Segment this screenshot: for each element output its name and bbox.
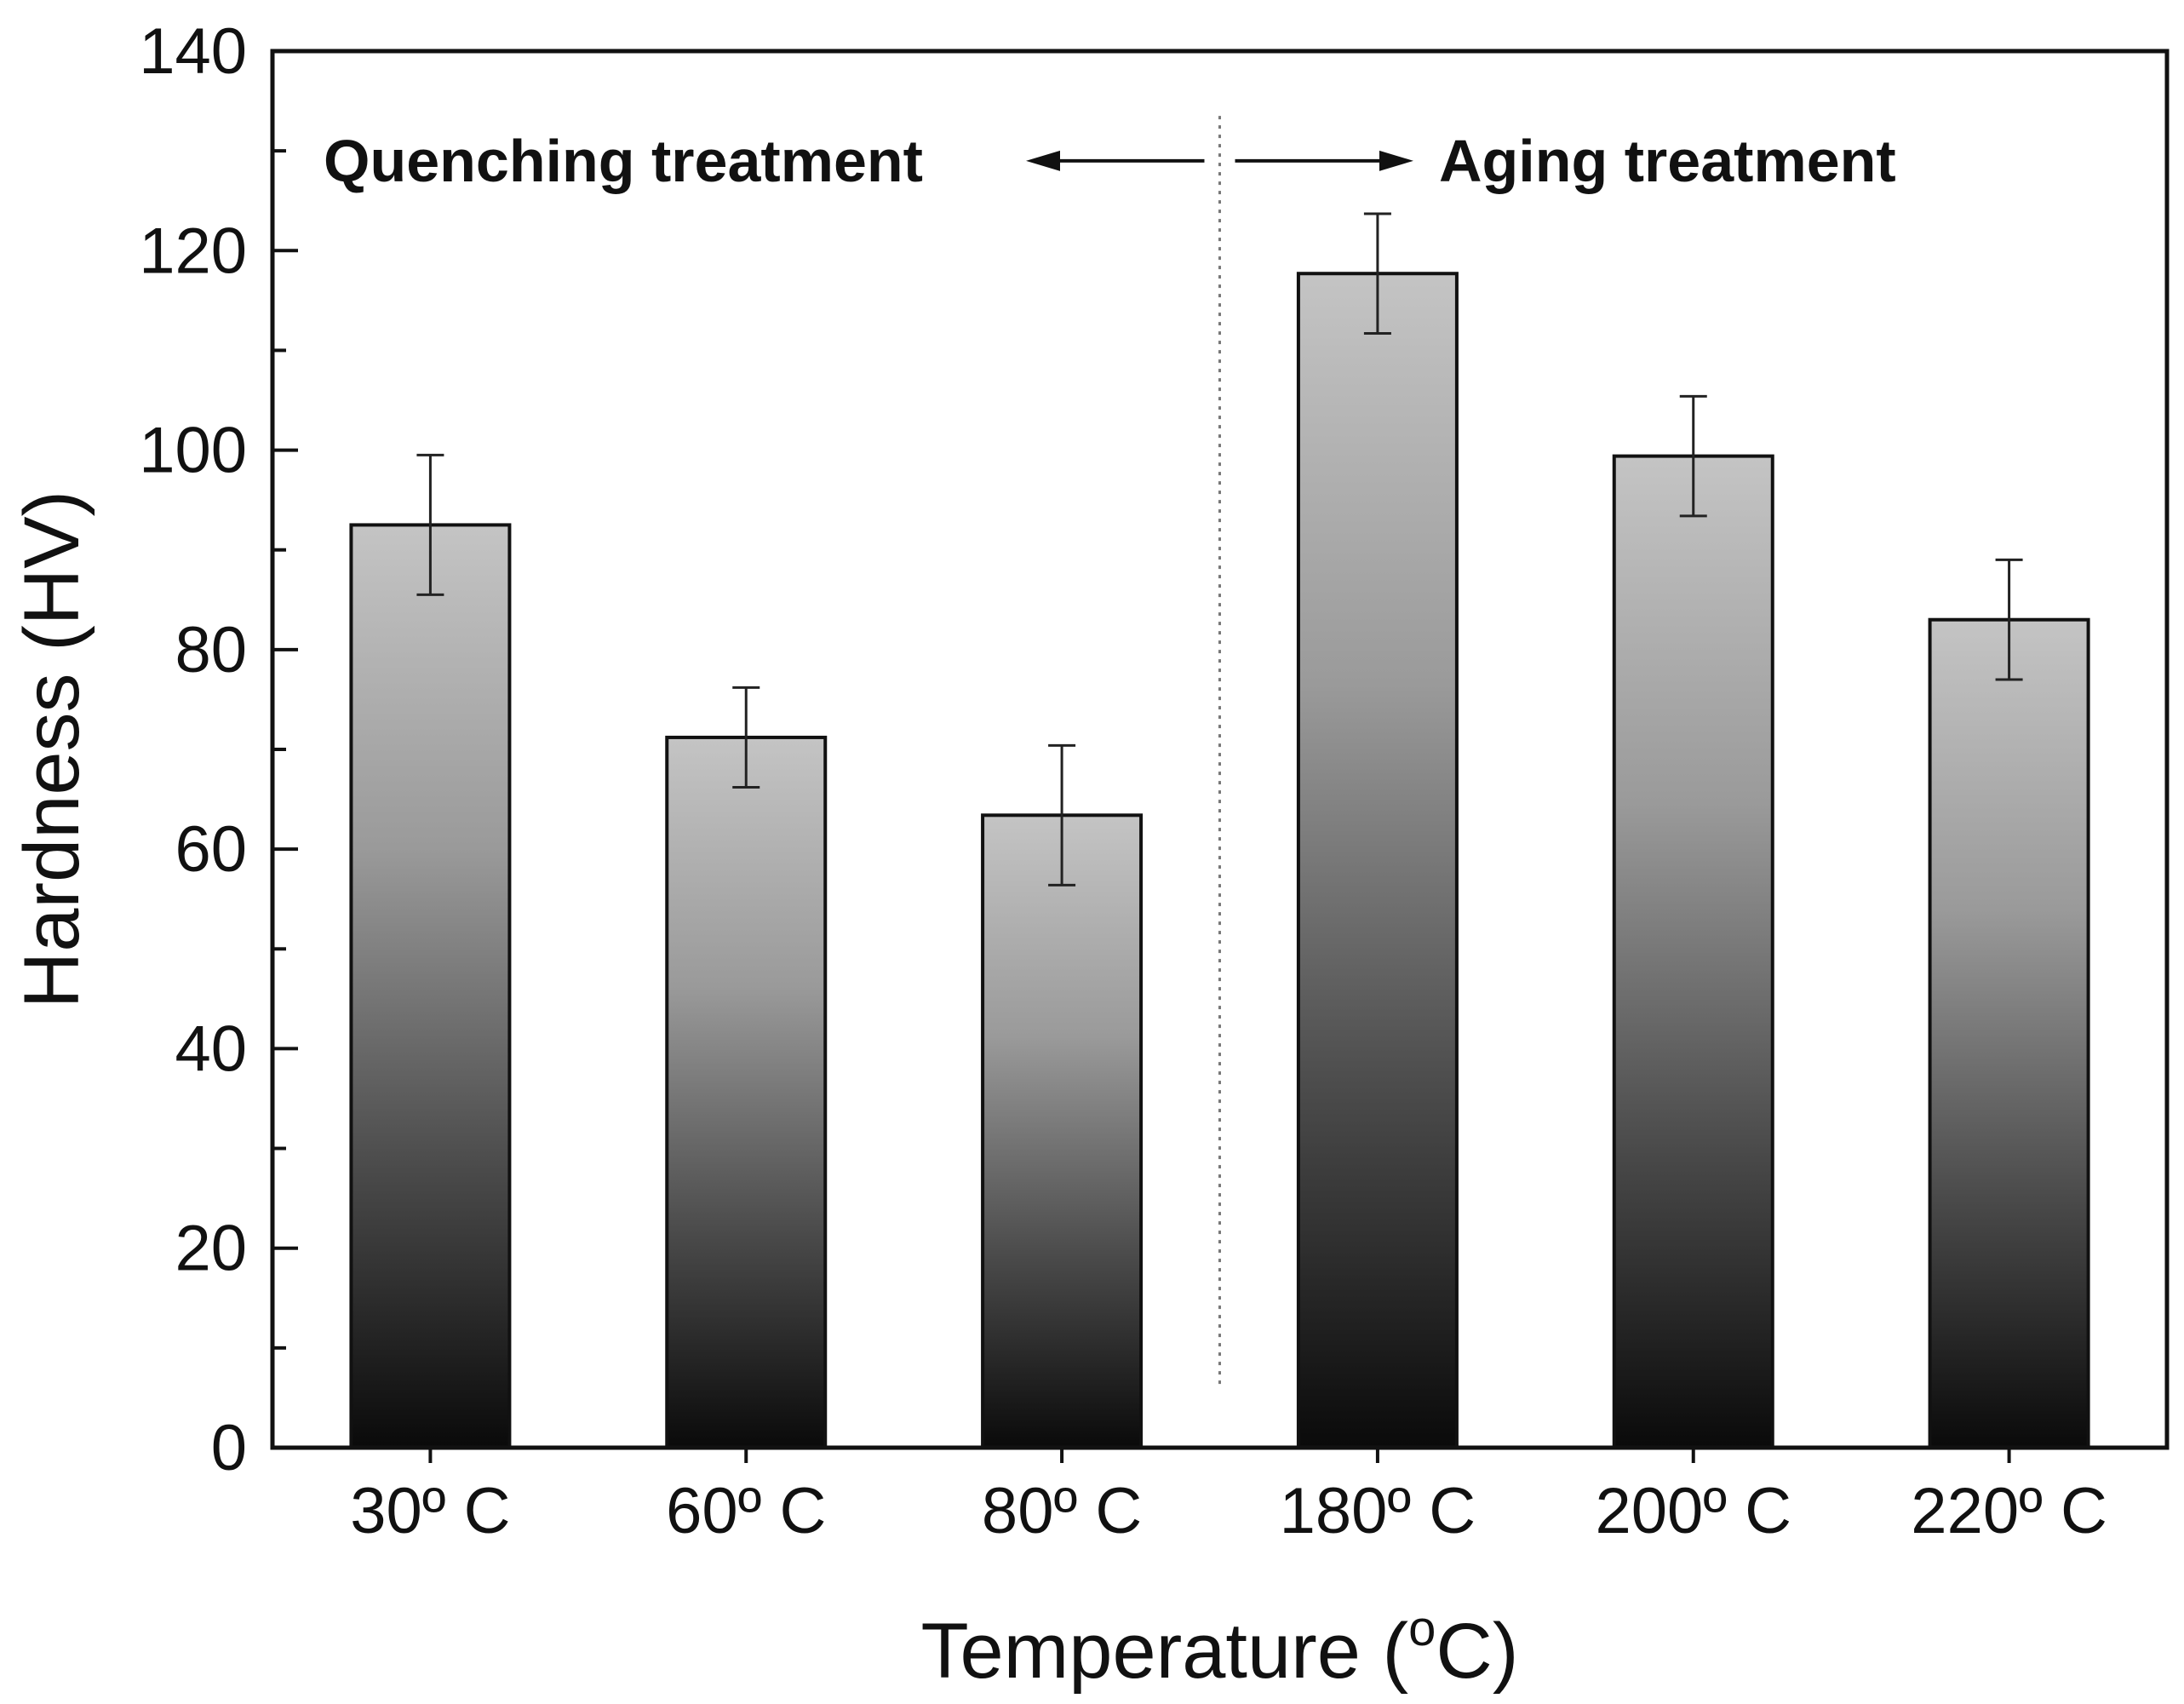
bar-1: [349, 523, 512, 1449]
x-tick-label-6: 220º C: [1911, 1475, 2107, 1547]
y-tick-label-20: 20: [175, 1213, 247, 1285]
arrow-left-head: [1026, 150, 1060, 171]
bar-3: [981, 813, 1144, 1449]
y-tick-label-80: 80: [175, 614, 247, 686]
y-tick-label-140: 140: [139, 15, 247, 88]
x-axis-title-unit: C): [1436, 1608, 1518, 1695]
bar-5: [1612, 454, 1774, 1449]
x-axis-title-degree: o: [1408, 1601, 1436, 1656]
x-tick-label-2: 60º C: [666, 1475, 826, 1547]
x-tick-label-1: 30º C: [350, 1475, 510, 1547]
bar-2: [665, 735, 828, 1449]
x-axis-title-main: Temperature (: [920, 1608, 1408, 1695]
y-tick-label-60: 60: [175, 813, 247, 886]
x-tick-label-5: 200º C: [1595, 1475, 1791, 1547]
y-tick-label-100: 100: [139, 415, 247, 487]
x-tick-label-3: 80º C: [982, 1475, 1142, 1547]
y-tick-label-0: 0: [211, 1412, 247, 1484]
bar-4: [1296, 272, 1459, 1450]
y-tick-label-40: 40: [175, 1013, 247, 1085]
y-tick-label-120: 120: [139, 215, 247, 287]
plot-area: 30º C 60º C 80º C 180º C 200º C 220º C 0 20 40 60…: [9, 15, 2170, 1695]
annotation-aging: Aging treatment: [1439, 128, 1896, 194]
annotation-quenching: Quenching treatment: [324, 128, 923, 194]
arrow-right-head: [1379, 150, 1413, 171]
x-tick-label-4: 180º C: [1280, 1475, 1476, 1547]
x-axis-title: Temperature (oC): [920, 1601, 1518, 1695]
plot-frame: [270, 49, 2170, 1450]
bar-6: [1928, 617, 2090, 1449]
y-axis-title: Hardness (HV): [9, 491, 95, 1008]
